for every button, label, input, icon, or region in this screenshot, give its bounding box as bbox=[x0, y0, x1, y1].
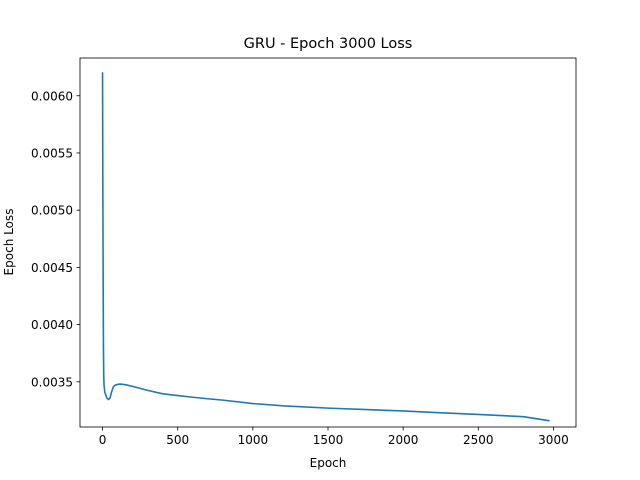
x-tick-label: 500 bbox=[166, 433, 189, 447]
x-tick-label: 3000 bbox=[538, 433, 569, 447]
y-tick-label: 0.0035 bbox=[31, 375, 73, 389]
y-tick-label: 0.0050 bbox=[31, 204, 73, 218]
loss-series-line bbox=[101, 72, 550, 422]
chart-title: GRU - Epoch 3000 Loss bbox=[244, 36, 413, 52]
y-tick-label: 0.0060 bbox=[31, 89, 73, 103]
plot-area bbox=[101, 72, 550, 422]
y-tick-label: 0.0045 bbox=[31, 261, 73, 275]
x-tick-label: 0 bbox=[99, 433, 107, 447]
y-tick-label: 0.0055 bbox=[31, 146, 73, 160]
x-axis-label: Epoch bbox=[310, 456, 347, 470]
x-tick-label: 2000 bbox=[388, 433, 419, 447]
y-tick-label: 0.0040 bbox=[31, 318, 73, 332]
x-tick-label: 1000 bbox=[238, 433, 269, 447]
y-axis-ticks: 0.0035 0.0040 0.0045 0.0050 0.0055 0.0060 bbox=[31, 89, 80, 389]
x-tick-label: 2500 bbox=[463, 433, 494, 447]
x-axis-ticks: 0 500 1000 1500 2000 2500 3000 bbox=[99, 427, 569, 447]
y-axis-label: Epoch Loss bbox=[2, 209, 16, 276]
x-tick-label: 1500 bbox=[313, 433, 344, 447]
